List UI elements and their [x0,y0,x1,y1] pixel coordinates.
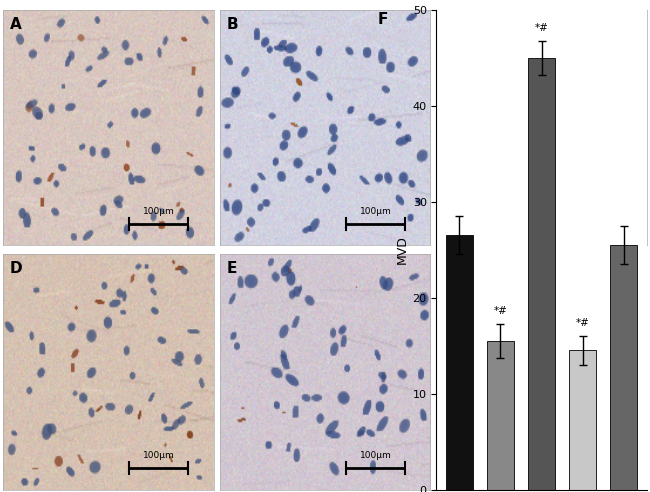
Text: D: D [10,261,22,277]
Text: 100μm: 100μm [359,451,391,460]
Bar [487,341,514,490]
Text: 100μm: 100μm [143,451,175,460]
Text: *#: *# [535,23,549,33]
Text: E: E [226,261,237,277]
Text: 100μm: 100μm [143,207,175,215]
Text: 100μm: 100μm [359,207,391,215]
Y-axis label: MVD: MVD [395,235,408,264]
Text: F: F [378,12,388,27]
Text: 100μm: 100μm [576,207,608,215]
Bar [528,58,555,490]
Text: *#: *# [576,318,590,328]
Text: B: B [226,17,238,32]
Bar [569,350,596,490]
Text: A: A [10,17,21,32]
Bar [446,235,473,490]
Text: C: C [443,17,454,32]
Bar [610,245,637,490]
Text: *#: *# [493,306,508,316]
